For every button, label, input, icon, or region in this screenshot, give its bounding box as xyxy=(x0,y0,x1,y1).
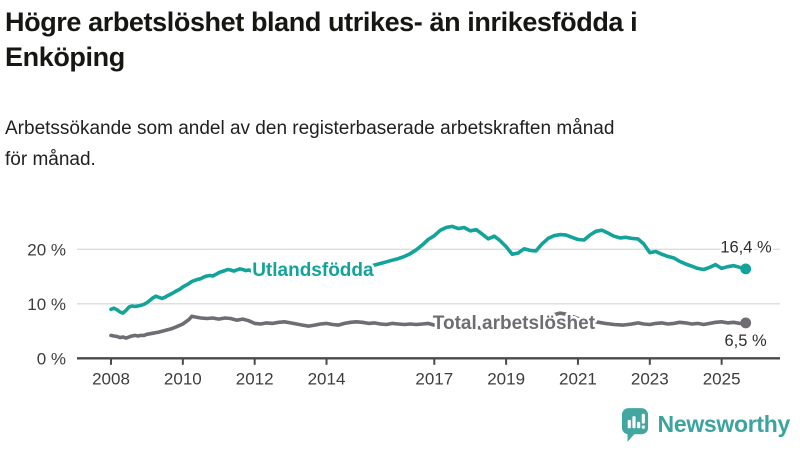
chart-header: Högre arbetslöshet bland utrikes- än inr… xyxy=(5,5,795,75)
series-line-utlandsfodda xyxy=(109,224,748,315)
series-label-total: Total arbetslöshet xyxy=(433,313,596,334)
y-tick-label: 10 % xyxy=(27,295,66,314)
x-tick-label: 2021 xyxy=(559,369,597,388)
page-title-line-1: Högre arbetslöshet bland utrikes- än inr… xyxy=(5,7,638,37)
series-label-utlandsfodda: Utlandsfödda xyxy=(252,260,374,281)
end-value-label-total: 6,5 % xyxy=(724,332,767,350)
y-tick-label: 0 % xyxy=(37,349,66,368)
subtitle-line-2: för månad. xyxy=(5,149,96,170)
x-tick-label: 2019 xyxy=(487,369,525,388)
x-tick-label: 2025 xyxy=(703,369,741,388)
subtitle-line-1: Arbetssökande som andel av den registerb… xyxy=(5,118,615,139)
x-tick-label: 2012 xyxy=(236,369,274,388)
x-tick-label: 2008 xyxy=(92,369,130,388)
x-tick-label: 2010 xyxy=(164,369,202,388)
brand-name: Newsworthy xyxy=(657,411,791,437)
bar-chart-speech-bubble-icon xyxy=(621,408,648,442)
page-title-line-2: Enköping xyxy=(5,42,125,72)
series-endpoint-utlandsfodda xyxy=(740,263,752,275)
newsworthy-logo: Newsworthy xyxy=(621,406,790,443)
series-endpoint-total xyxy=(740,317,752,329)
end-value-label-utlandsfodda: 16,4 % xyxy=(720,238,772,256)
chart-subtitle: Arbetssökande som andel av den registerb… xyxy=(5,113,725,175)
x-tick-label: 2017 xyxy=(415,369,453,388)
y-tick-label: 20 % xyxy=(27,240,66,259)
x-tick-label: 2023 xyxy=(631,369,669,388)
series-line-total xyxy=(109,311,748,340)
x-tick-label: 2014 xyxy=(308,369,346,388)
